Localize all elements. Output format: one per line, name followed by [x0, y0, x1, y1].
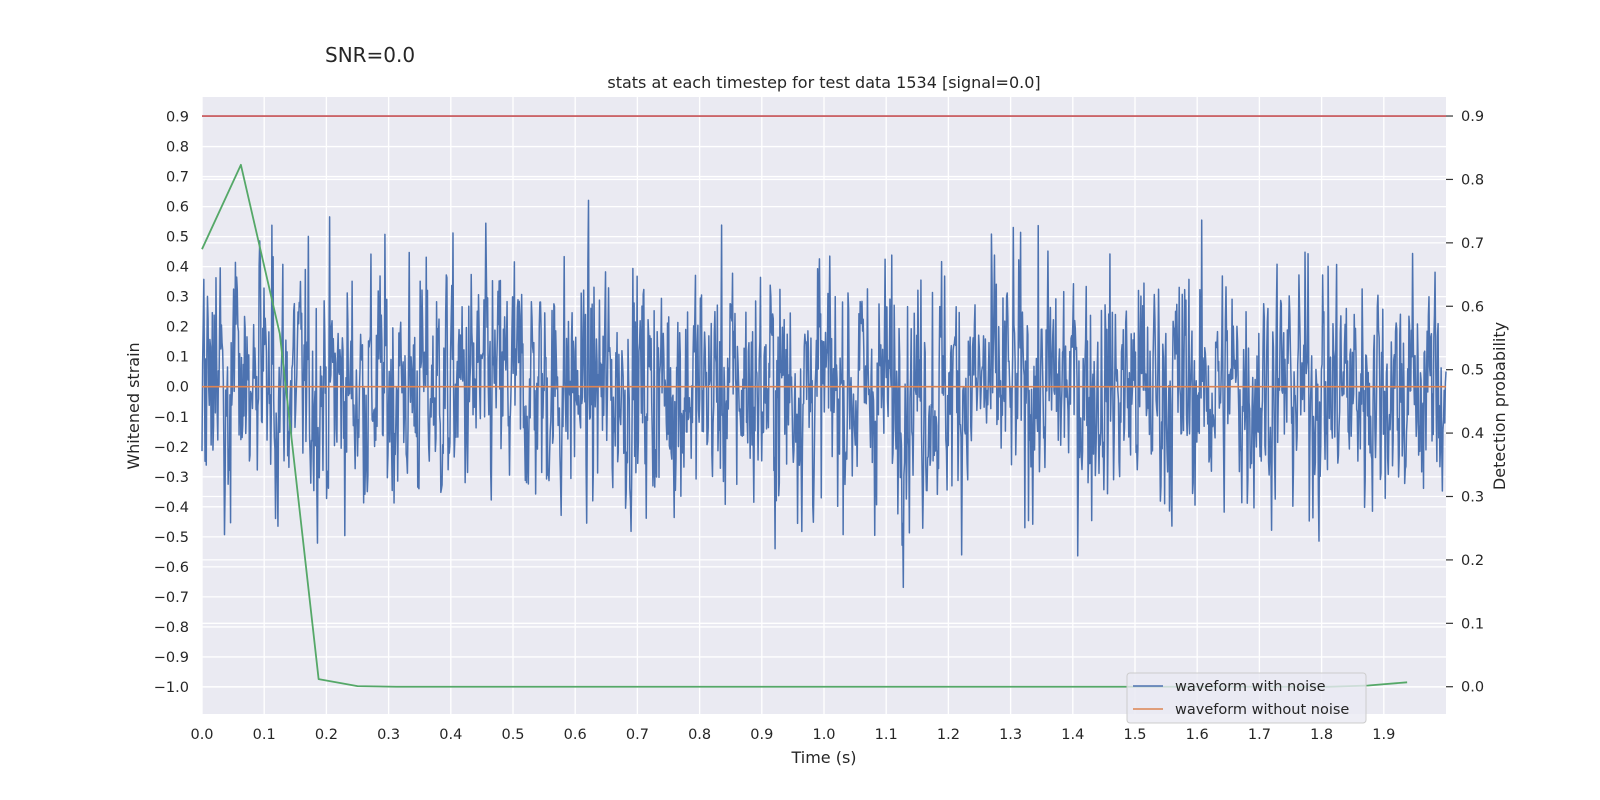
y-left-tick-label-10: −0.1: [154, 410, 189, 426]
x-axis-ticks: 0.0 0.1 0.2 0.3 0.4 0.5 0.6 0.7 0.8 0.9 1.0 1.1 1.2 1…: [190, 727, 1395, 743]
x-tick-label-9: 0.9: [750, 727, 773, 743]
x-tick-label-12: 1.2: [937, 727, 960, 743]
y-left-tick-label-5: 0.4: [166, 260, 189, 276]
plot-area: [201, 97, 1447, 714]
y-left-tick-label-17: −0.8: [154, 620, 189, 636]
x-tick-label-17: 1.7: [1248, 727, 1271, 743]
y-right-tick-label-2: 0.7: [1461, 236, 1484, 252]
y-right-tick-label-8: 0.1: [1461, 616, 1484, 632]
x-tick-label-13: 1.3: [999, 727, 1022, 743]
snr-suptitle: SNR=0.0: [325, 43, 415, 67]
y-left-tick-label-14: −0.5: [154, 530, 189, 546]
chart-title: stats at each timestep for test data 153…: [607, 73, 1040, 92]
y-left-axis-ticks: 0.9 0.8 0.7 0.6 0.5 0.4 0.3 0.2 0.1 0.0 −0.1 −0.2 −0…: [154, 110, 189, 696]
legend-box: [1126, 672, 1367, 724]
y-left-tick-label-11: −0.2: [154, 440, 189, 456]
x-tick-label-0: 0.0: [190, 727, 213, 743]
y-left-tick-label-18: −0.9: [154, 650, 189, 666]
waveform-with-noise-line: [201, 199, 1447, 589]
x-tick-label-6: 0.6: [564, 727, 587, 743]
x-axis-label: Time (s): [790, 748, 856, 767]
y-right-tick-label-9: 0.0: [1461, 680, 1484, 696]
x-tick-label-11: 1.1: [875, 727, 898, 743]
y-left-tick-label-1: 0.8: [166, 140, 189, 156]
y-left-tick-label-2: 0.7: [166, 170, 189, 186]
y-right-tick-label-0: 0.9: [1461, 109, 1484, 125]
x-tick-label-7: 0.7: [626, 727, 649, 743]
x-tick-label-2: 0.2: [315, 727, 338, 743]
y-left-tick-label-19: −1.0: [154, 680, 189, 696]
y-right-tick-label-7: 0.2: [1461, 553, 1484, 569]
y-left-tick-label-0: 0.9: [166, 110, 189, 126]
x-tick-label-18: 1.8: [1310, 727, 1333, 743]
y-left-tick-label-13: −0.4: [154, 500, 189, 516]
y-left-tick-label-12: −0.3: [154, 470, 189, 486]
y-right-tick-label-6: 0.3: [1461, 489, 1484, 505]
y-left-tick-label-9: 0.0: [166, 380, 189, 396]
y-right-tick-label-1: 0.8: [1461, 172, 1484, 188]
y-left-tick-label-8: 0.1: [166, 350, 189, 366]
x-tick-label-5: 0.5: [501, 727, 524, 743]
x-tick-label-14: 1.4: [1061, 727, 1084, 743]
y-right-axis-ticks: 0.9 0.8 0.7 0.6 0.5 0.4 0.3 0.2 0.1 0.0: [1446, 109, 1484, 696]
x-tick-label-15: 1.5: [1123, 727, 1146, 743]
series-waveform-with-noise: [201, 199, 1447, 589]
legend: waveform with noise waveform without noi…: [1126, 672, 1367, 724]
y-left-tick-label-16: −0.7: [154, 590, 189, 606]
legend-label-clean: waveform without noise: [1175, 702, 1349, 718]
x-tick-label-3: 0.3: [377, 727, 400, 743]
y-right-tick-label-5: 0.4: [1461, 426, 1484, 442]
y-right-tick-label-4: 0.5: [1461, 363, 1484, 379]
x-tick-label-16: 1.6: [1186, 727, 1209, 743]
y-right-tick-label-3: 0.6: [1461, 299, 1484, 315]
y-right-axis-label: Detection probability: [1490, 322, 1509, 490]
y-left-tick-label-6: 0.3: [166, 290, 189, 306]
y-left-tick-label-3: 0.6: [166, 200, 189, 216]
y-left-axis-label: Whitened strain: [124, 342, 143, 469]
y-left-tick-label-15: −0.6: [154, 560, 189, 576]
y-left-tick-label-4: 0.5: [166, 230, 189, 246]
y-left-tick-label-7: 0.2: [166, 320, 189, 336]
x-tick-label-4: 0.4: [439, 727, 462, 743]
x-tick-label-10: 1.0: [812, 727, 835, 743]
x-tick-label-8: 0.8: [688, 727, 711, 743]
x-tick-label-19: 1.9: [1372, 727, 1395, 743]
legend-label-noise: waveform with noise: [1175, 679, 1326, 695]
x-tick-label-1: 0.1: [253, 727, 276, 743]
